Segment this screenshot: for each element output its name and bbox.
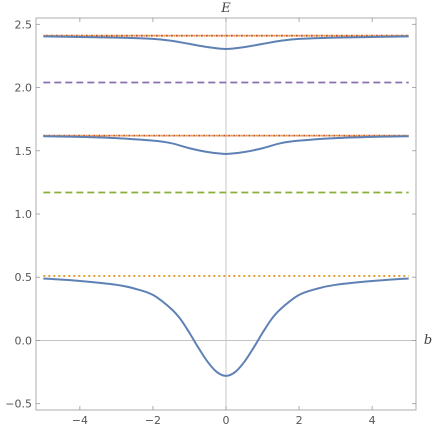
series-curve-1 — [43, 135, 409, 155]
y-tick-label: 2.0 — [15, 82, 33, 95]
x-tick-label: −2 — [145, 414, 161, 427]
y-tick-label: 2.5 — [15, 18, 33, 31]
series-curve-2 — [43, 35, 409, 50]
x-tick-label: 2 — [296, 414, 303, 427]
x-ticks: −4 −2 0 2 4 — [72, 18, 376, 427]
y-tick-label: 0.0 — [15, 334, 33, 347]
y-tick-label: 0.5 — [15, 271, 33, 284]
x-axis-title: b — [424, 333, 432, 348]
y-tick-label: −0.5 — [5, 398, 32, 411]
series-lines — [43, 35, 409, 377]
y-tick-label: 1.5 — [15, 145, 33, 158]
reference-lines — [43, 34, 409, 277]
series-curve-0 — [43, 277, 409, 377]
x-tick-label: 4 — [369, 414, 376, 427]
x-tick-label: −4 — [72, 414, 88, 427]
y-ticks: −0.5 0.0 0.5 1.0 1.5 2.0 2.5 — [5, 18, 416, 411]
y-axis-title: E — [220, 1, 231, 16]
x-tick-label: 0 — [223, 414, 230, 427]
y-tick-label: 1.0 — [15, 208, 33, 221]
